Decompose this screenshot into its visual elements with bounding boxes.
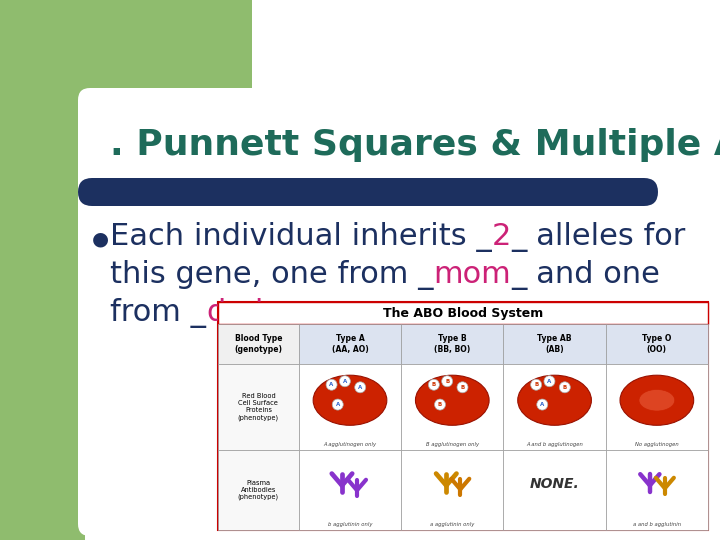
Text: B: B	[534, 382, 539, 387]
Bar	[299, 324, 401, 364]
Text: A: A	[343, 379, 347, 384]
Ellipse shape	[415, 375, 489, 426]
Text: B agglutinogen only: B agglutinogen only	[426, 442, 479, 447]
Ellipse shape	[313, 375, 387, 426]
Bar	[218, 364, 299, 450]
Text: A: A	[547, 379, 552, 384]
Text: _ and one: _ and one	[511, 260, 660, 290]
Bar	[606, 450, 708, 530]
Bar	[0, 0, 85, 540]
Bar	[218, 302, 708, 324]
Text: B: B	[432, 382, 436, 387]
Ellipse shape	[518, 375, 591, 426]
Bar	[401, 324, 503, 364]
Bar	[299, 450, 401, 530]
Bar	[401, 450, 503, 530]
Text: Type AB
(AB): Type AB (AB)	[537, 334, 572, 354]
Circle shape	[326, 379, 337, 390]
Text: this gene, one from _: this gene, one from _	[110, 260, 433, 290]
Bar	[503, 364, 606, 450]
Text: B: B	[460, 385, 464, 390]
Text: Plasma
Antibodies
(phenotype): Plasma Antibodies (phenotype)	[238, 480, 279, 501]
Text: A and b agglutinogen: A and b agglutinogen	[526, 442, 583, 447]
Text: Blood Type
(genotype): Blood Type (genotype)	[235, 334, 282, 354]
Text: The ABO Blood System: The ABO Blood System	[383, 307, 543, 320]
Text: 2: 2	[492, 222, 511, 251]
Circle shape	[441, 376, 453, 387]
Text: Type O
(OO): Type O (OO)	[642, 334, 672, 354]
FancyBboxPatch shape	[78, 178, 658, 206]
Text: B: B	[562, 385, 567, 390]
Text: from _: from _	[110, 298, 206, 328]
Circle shape	[544, 376, 555, 387]
Bar	[0, 0, 252, 120]
Text: b agglutinin only: b agglutinin only	[328, 522, 372, 527]
Bar	[606, 364, 708, 450]
Bar	[218, 450, 299, 530]
Ellipse shape	[620, 375, 693, 426]
Circle shape	[355, 382, 366, 393]
Text: _ alleles for: _ alleles for	[511, 222, 685, 252]
Text: A agglutinogen only: A agglutinogen only	[323, 442, 377, 447]
Circle shape	[531, 379, 541, 390]
Text: . Punnett Squares & Multiple Alleles: . Punnett Squares & Multiple Alleles	[110, 128, 720, 162]
Text: Red Blood
Cell Surface
Proteins
(phenotype): Red Blood Cell Surface Proteins (phenoty…	[238, 394, 279, 421]
Text: NONE.: NONE.	[530, 477, 580, 491]
Circle shape	[537, 399, 548, 410]
Text: a agglutinin only: a agglutinin only	[430, 522, 474, 527]
Text: Type B
(BB, BO): Type B (BB, BO)	[434, 334, 470, 354]
Text: _.: _.	[264, 298, 288, 327]
Text: a and b agglutinin: a and b agglutinin	[633, 522, 681, 527]
Circle shape	[559, 382, 570, 393]
FancyBboxPatch shape	[78, 88, 714, 536]
Text: mom: mom	[433, 260, 511, 289]
Text: Type A
(AA, AO): Type A (AA, AO)	[332, 334, 369, 354]
Text: No agglutinogen: No agglutinogen	[635, 442, 679, 447]
Circle shape	[339, 376, 351, 387]
Text: dad: dad	[206, 298, 264, 327]
Text: A: A	[336, 402, 340, 407]
Circle shape	[457, 382, 468, 393]
Bar	[503, 450, 606, 530]
Text: ●: ●	[92, 229, 109, 248]
Circle shape	[428, 379, 439, 390]
Bar	[299, 364, 401, 450]
Bar	[401, 364, 503, 450]
Circle shape	[434, 399, 446, 410]
Bar	[503, 324, 606, 364]
Text: B: B	[445, 379, 449, 384]
Text: B: B	[438, 402, 442, 407]
Bar	[218, 324, 299, 364]
Text: A: A	[540, 402, 544, 407]
Bar	[606, 324, 708, 364]
Text: A: A	[330, 382, 333, 387]
Text: A: A	[358, 385, 362, 390]
Text: Each individual inherits _: Each individual inherits _	[110, 222, 492, 252]
Bar	[218, 302, 708, 530]
Ellipse shape	[639, 389, 675, 411]
Circle shape	[332, 399, 343, 410]
